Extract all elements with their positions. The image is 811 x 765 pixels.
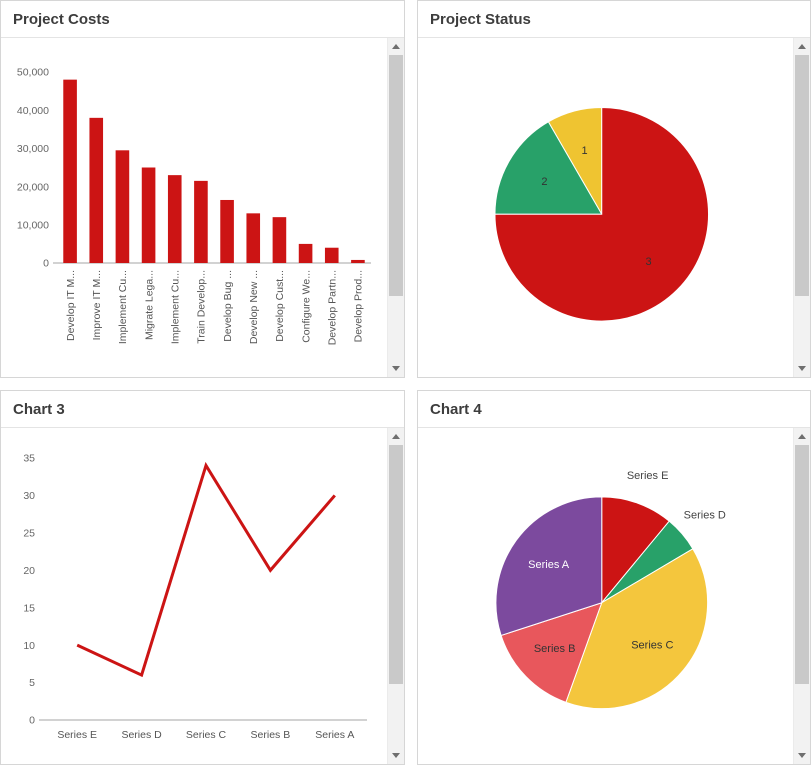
svg-text:Implement Cu...: Implement Cu... bbox=[117, 270, 129, 344]
svg-text:Develop New ...: Develop New ... bbox=[248, 270, 260, 344]
arrow-up-icon bbox=[392, 434, 400, 439]
svg-text:Series A: Series A bbox=[528, 559, 570, 571]
vertical-scrollbar[interactable] bbox=[387, 38, 404, 377]
panel-body-chart-4: Series E Series D Series C Series B Series A bbox=[418, 428, 810, 764]
scroll-up-button[interactable] bbox=[794, 38, 810, 55]
svg-text:Series B: Series B bbox=[251, 729, 291, 741]
line-chart-svg: 0 5 10 15 20 25 30 35 Series E Series D Series C Se… bbox=[23, 453, 367, 741]
line-chart-3: 0 5 10 15 20 25 30 35 Series E Series D Series C Se… bbox=[1, 428, 387, 764]
scrollbar-track[interactable] bbox=[794, 55, 810, 360]
panel-chart-3: Chart 3 0 5 10 15 20 25 30 35 Series E Series D Se… bbox=[0, 390, 405, 765]
panel-title-project-costs: Project Costs bbox=[1, 1, 404, 38]
scroll-down-button[interactable] bbox=[388, 747, 404, 764]
panel-body-project-costs: 0 10,000 20,000 30,000 40,000 50,000 Develop I… bbox=[1, 38, 404, 377]
svg-text:0: 0 bbox=[29, 715, 35, 727]
svg-text:2: 2 bbox=[541, 176, 547, 188]
svg-text:Train Develop...: Train Develop... bbox=[196, 270, 208, 344]
arrow-up-icon bbox=[798, 44, 806, 49]
arrow-up-icon bbox=[798, 434, 806, 439]
svg-text:Series B: Series B bbox=[534, 643, 576, 655]
scroll-up-button[interactable] bbox=[388, 428, 404, 445]
svg-text:30,000: 30,000 bbox=[17, 143, 49, 155]
scrollbar-thumb[interactable] bbox=[795, 445, 809, 684]
arrow-down-icon bbox=[798, 366, 806, 371]
svg-text:Migrate Lega...: Migrate Lega... bbox=[143, 270, 155, 340]
arrow-down-icon bbox=[392, 366, 400, 371]
svg-text:40,000: 40,000 bbox=[17, 105, 49, 117]
svg-text:Develop Partn...: Develop Partn... bbox=[326, 270, 338, 345]
vertical-scrollbar[interactable] bbox=[793, 428, 810, 764]
scroll-up-button[interactable] bbox=[794, 428, 810, 445]
arrow-up-icon bbox=[392, 44, 400, 49]
scrollbar-thumb[interactable] bbox=[795, 55, 809, 296]
svg-text:10,000: 10,000 bbox=[17, 219, 49, 231]
scrollbar-thumb[interactable] bbox=[389, 445, 403, 684]
svg-text:15: 15 bbox=[23, 602, 35, 614]
svg-text:Develop Bug ...: Develop Bug ... bbox=[222, 270, 234, 342]
arrow-down-icon bbox=[798, 753, 806, 758]
svg-text:0: 0 bbox=[43, 258, 49, 270]
panel-project-status: Project Status 1 2 3 bbox=[417, 0, 811, 378]
svg-text:Series E: Series E bbox=[57, 729, 97, 741]
svg-text:10: 10 bbox=[23, 640, 35, 652]
scroll-up-button[interactable] bbox=[388, 38, 404, 55]
svg-text:50,000: 50,000 bbox=[17, 67, 49, 79]
pie-chart-project-status: 1 2 3 bbox=[418, 38, 793, 377]
svg-text:Series D: Series D bbox=[121, 729, 162, 741]
svg-text:Implement Cu...: Implement Cu... bbox=[169, 270, 181, 344]
scrollbar-track[interactable] bbox=[794, 445, 810, 747]
svg-text:Improve IT M...: Improve IT M... bbox=[91, 270, 103, 340]
pie-chart-svg: 1 2 3 bbox=[494, 106, 709, 322]
bar-chart-project-costs: 0 10,000 20,000 30,000 40,000 50,000 Develop I… bbox=[1, 38, 387, 377]
pie-chart-svg: Series E Series D Series C Series B Series A bbox=[495, 470, 726, 710]
bar-chart-svg: 0 10,000 20,000 30,000 40,000 50,000 Develop I… bbox=[17, 67, 371, 345]
svg-text:Series C: Series C bbox=[186, 729, 227, 741]
arrow-down-icon bbox=[392, 753, 400, 758]
panel-title-chart-4: Chart 4 bbox=[418, 391, 810, 428]
scrollbar-thumb[interactable] bbox=[389, 55, 403, 296]
vertical-scrollbar[interactable] bbox=[387, 428, 404, 764]
scroll-down-button[interactable] bbox=[794, 360, 810, 377]
svg-text:Configure We...: Configure We... bbox=[300, 270, 312, 343]
scrollbar-track[interactable] bbox=[388, 445, 404, 747]
svg-text:Develop IT M...: Develop IT M... bbox=[65, 270, 77, 341]
svg-text:Series E: Series E bbox=[627, 470, 669, 482]
svg-text:35: 35 bbox=[23, 453, 35, 465]
panel-body-project-status: 1 2 3 bbox=[418, 38, 810, 377]
svg-text:1: 1 bbox=[582, 145, 588, 157]
panel-project-costs: Project Costs 0 10,000 20,000 30,000 40,000 5… bbox=[0, 0, 405, 378]
svg-text:25: 25 bbox=[23, 528, 35, 540]
scroll-down-button[interactable] bbox=[388, 360, 404, 377]
svg-text:3: 3 bbox=[646, 256, 652, 268]
svg-text:Series C: Series C bbox=[631, 639, 673, 651]
vertical-scrollbar[interactable] bbox=[793, 38, 810, 377]
pie-chart-4: Series E Series D Series C Series B Series A bbox=[418, 428, 793, 764]
panel-body-chart-3: 0 5 10 15 20 25 30 35 Series E Series D Series C Se… bbox=[1, 428, 404, 764]
svg-text:Develop Cust...: Develop Cust... bbox=[274, 270, 286, 342]
svg-text:30: 30 bbox=[23, 490, 35, 502]
svg-text:Develop Prod...: Develop Prod... bbox=[353, 270, 365, 342]
svg-text:5: 5 bbox=[29, 677, 35, 689]
scrollbar-track[interactable] bbox=[388, 55, 404, 360]
panel-chart-4: Chart 4 Series E Series D Series C Series B… bbox=[417, 390, 811, 765]
scroll-down-button[interactable] bbox=[794, 747, 810, 764]
svg-text:20,000: 20,000 bbox=[17, 181, 49, 193]
svg-text:Series A: Series A bbox=[315, 729, 354, 741]
panel-title-project-status: Project Status bbox=[418, 1, 810, 38]
svg-text:Series D: Series D bbox=[684, 510, 726, 522]
panel-title-chart-3: Chart 3 bbox=[1, 391, 404, 428]
svg-text:20: 20 bbox=[23, 565, 35, 577]
